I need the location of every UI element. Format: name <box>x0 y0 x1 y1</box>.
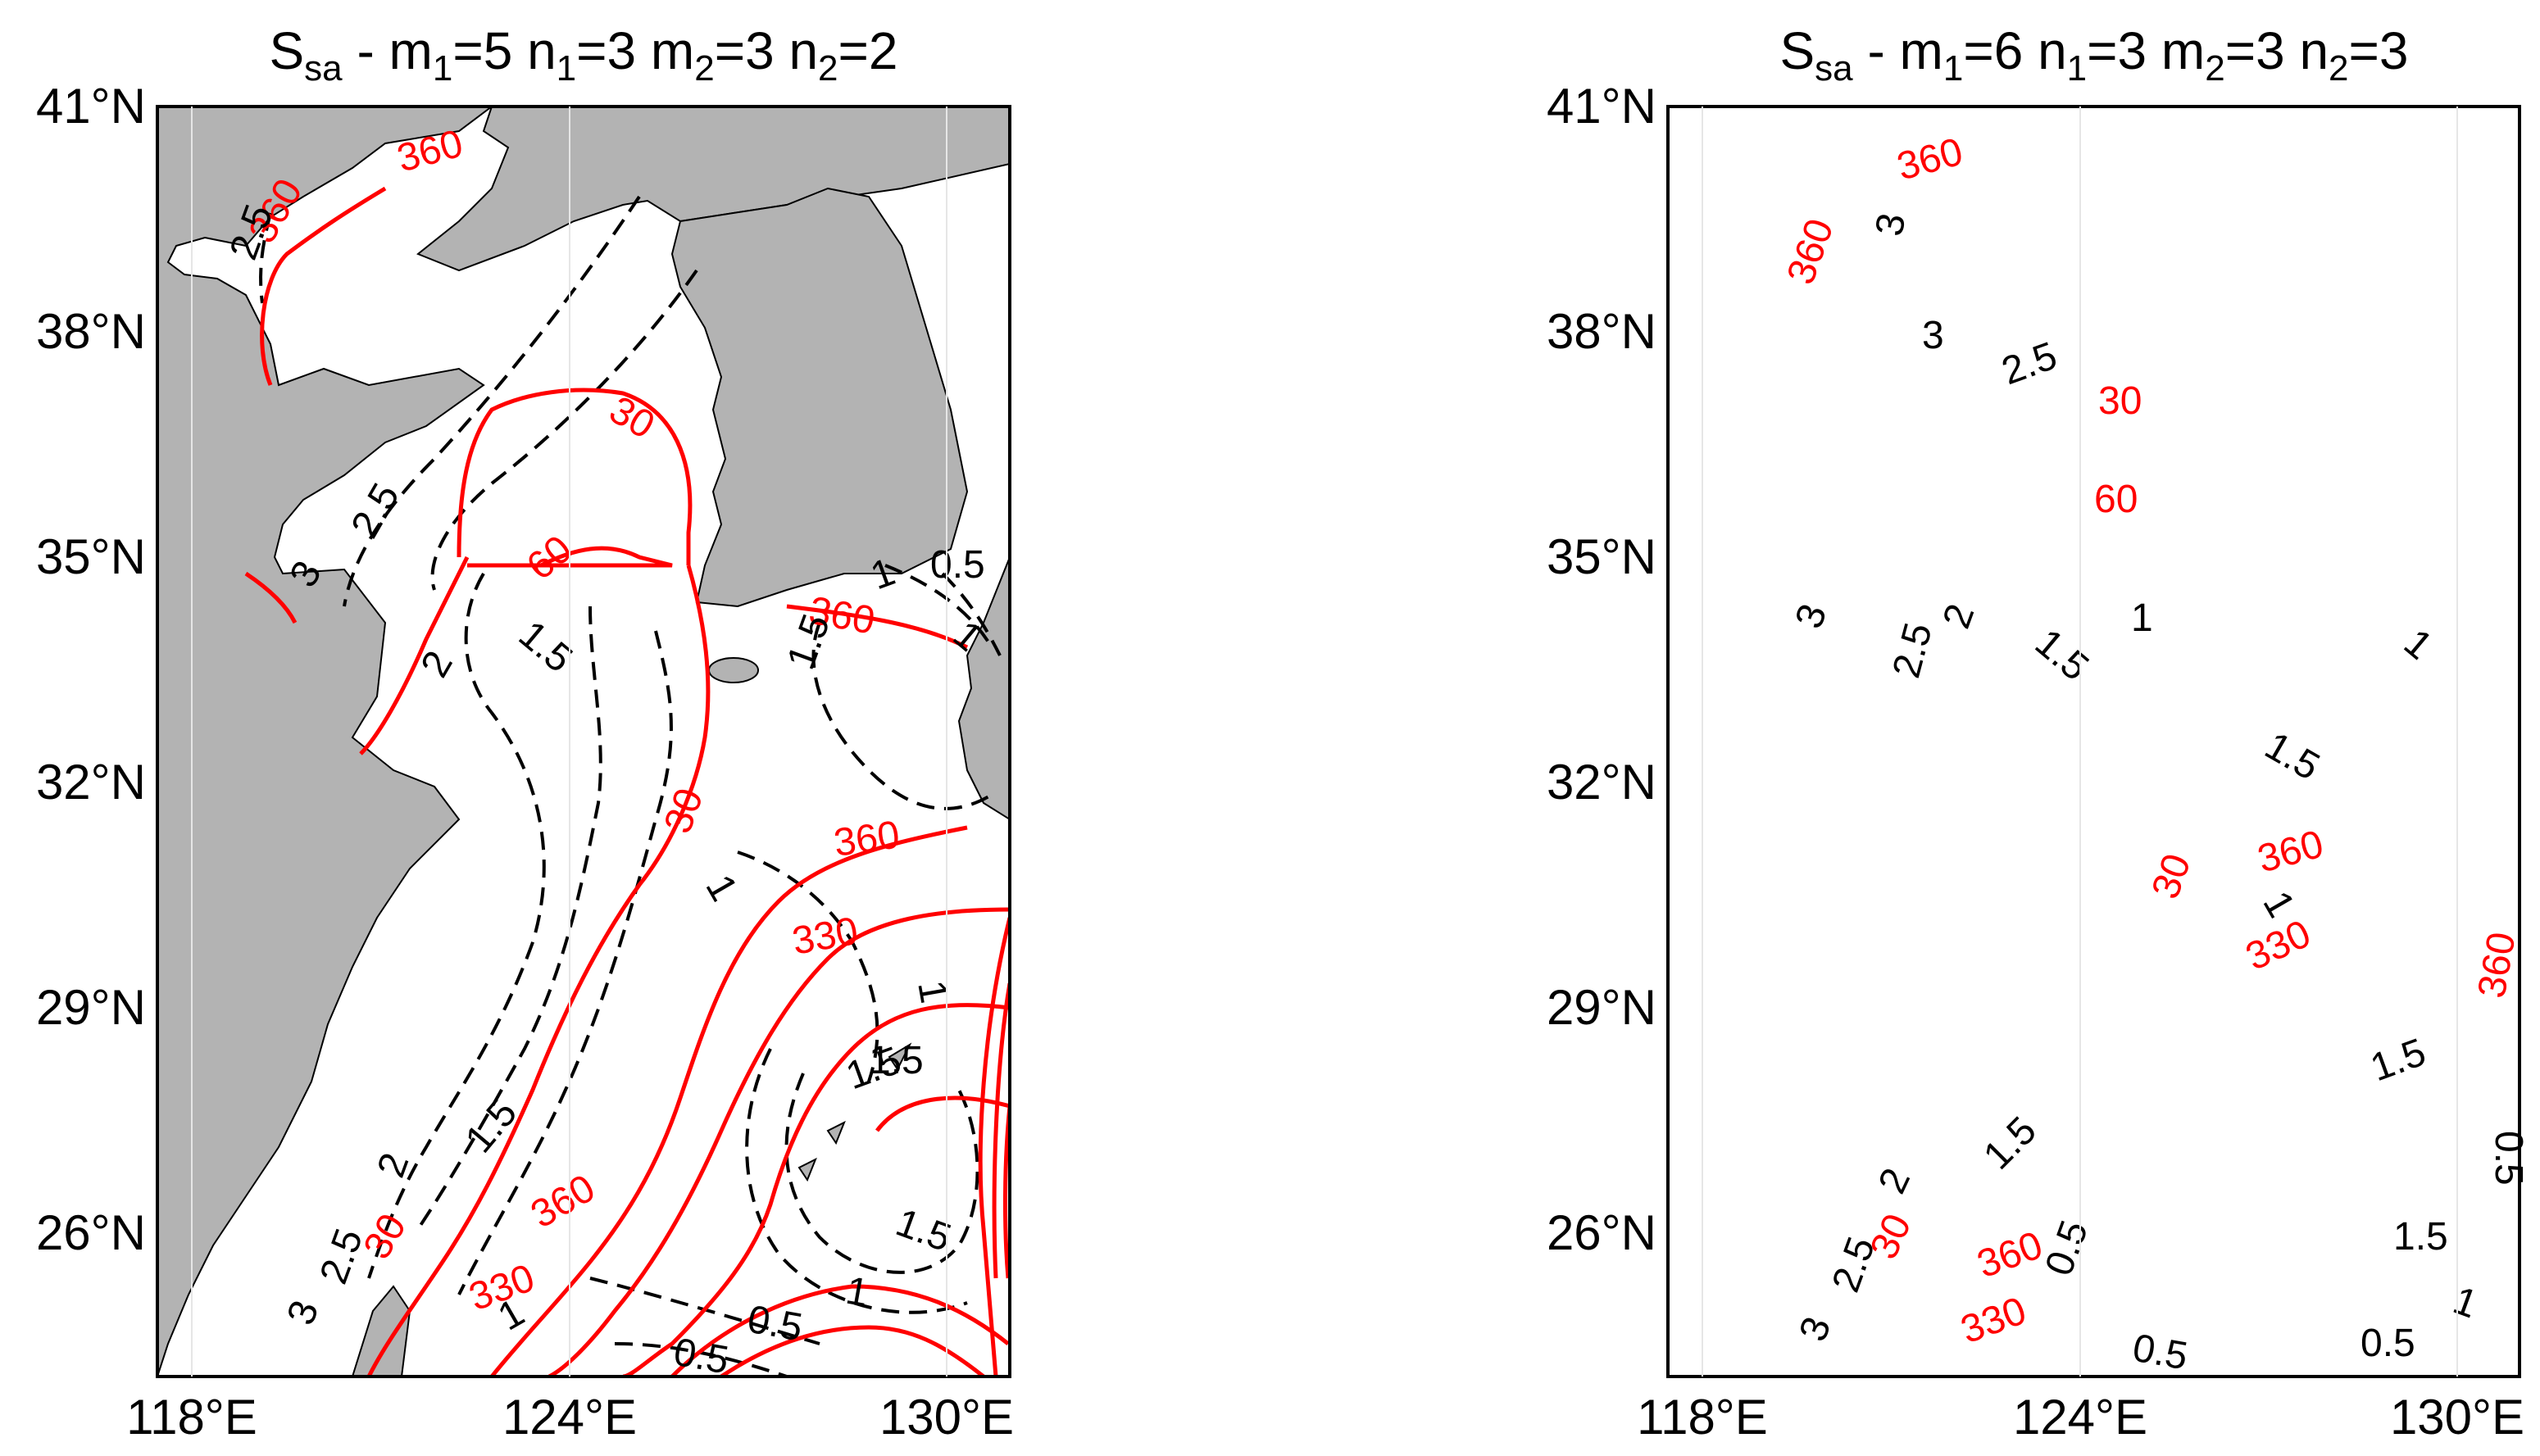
svg-text:130°E: 130°E <box>879 1390 1014 1445</box>
panel-title-right: Ssa - m1=6 n1=3 m2=3 n2=3 <box>1779 21 2408 88</box>
svg-text:41°N: 41°N <box>1547 79 1656 134</box>
land-liaodong <box>1929 107 2520 270</box>
svg-text:38°N: 38°N <box>36 304 146 359</box>
svg-text:32°N: 32°N <box>36 755 146 810</box>
svg-text:1.5: 1.5 <box>2258 724 2327 789</box>
island-jeju <box>708 657 759 683</box>
svg-text:60: 60 <box>2094 478 2138 521</box>
land-japan <box>957 556 1010 821</box>
svg-text:0.5: 0.5 <box>744 1298 806 1350</box>
red-contours-right <box>1719 152 2520 1377</box>
svg-text:1.5: 1.5 <box>2393 1215 2448 1259</box>
svg-text:1: 1 <box>2131 596 2153 640</box>
lat-ticks-right: 41°N 38°N 35°N 32°N 29°N 26°N <box>1547 79 1656 1260</box>
lon-ticks-right: 118°E 124°E 130°E <box>1637 1390 2524 1445</box>
map-panel-right: Ssa - m1=6 n1=3 m2=3 n2=3 <box>1547 21 2530 1445</box>
svg-text:26°N: 26°N <box>36 1205 146 1260</box>
svg-text:3: 3 <box>1868 210 1915 239</box>
red-contours-left <box>244 186 1010 1377</box>
svg-text:1.5: 1.5 <box>2027 621 2097 689</box>
svg-text:41°N: 41°N <box>36 79 146 134</box>
svg-text:30: 30 <box>2098 379 2142 423</box>
svg-text:0.5: 0.5 <box>2361 1322 2415 1365</box>
svg-text:0.5: 0.5 <box>2129 1327 2191 1379</box>
svg-text:360: 360 <box>1972 1223 2048 1286</box>
svg-text:0.5: 0.5 <box>2038 1215 2097 1281</box>
lon-ticks-left: 118°E 124°E 130°E <box>126 1390 1014 1445</box>
svg-text:3: 3 <box>1788 599 1836 634</box>
svg-text:32°N: 32°N <box>1547 755 1656 810</box>
land-japan <box>2470 557 2520 819</box>
panel-title-left: Ssa - m1=5 n1=3 m2=3 n2=2 <box>269 21 897 88</box>
sea-area <box>1668 107 2520 1377</box>
svg-text:1: 1 <box>2447 1279 2483 1327</box>
svg-text:35°N: 35°N <box>36 529 146 584</box>
map-panel-left: Ssa - m1=5 n1=3 m2=3 n2=2 <box>36 21 1014 1445</box>
svg-text:0.5: 0.5 <box>2487 1131 2530 1186</box>
svg-text:360: 360 <box>2253 823 2328 882</box>
graticule-left <box>191 107 947 1377</box>
svg-text:3: 3 <box>1792 1312 1840 1347</box>
svg-text:30: 30 <box>2144 848 2200 904</box>
svg-text:330: 330 <box>2239 912 2317 979</box>
land-liaodong <box>416 107 1010 272</box>
svg-text:360: 360 <box>1893 130 1967 189</box>
map-frame-right <box>1666 105 2521 1378</box>
svg-text:0.5: 0.5 <box>930 543 985 587</box>
svg-text:124°E: 124°E <box>502 1390 637 1445</box>
land-taiwan <box>1863 1286 1920 1377</box>
land-china <box>1668 107 2002 1377</box>
island-jeju <box>2220 658 2269 683</box>
svg-text:1.5: 1.5 <box>2365 1031 2432 1091</box>
land-china <box>157 107 493 1377</box>
lat-ticks-left: 41°N 38°N 35°N 32°N 29°N 26°N <box>36 79 146 1260</box>
svg-text:360: 360 <box>2470 929 2524 1001</box>
svg-text:118°E: 118°E <box>1637 1390 1768 1445</box>
svg-text:38°N: 38°N <box>1547 304 1656 359</box>
svg-text:330: 330 <box>1956 1289 2032 1352</box>
svg-text:130°E: 130°E <box>2390 1390 2524 1445</box>
map-frame-left <box>156 105 1011 1378</box>
svg-text:26°N: 26°N <box>1547 1205 1656 1260</box>
svg-text:29°N: 29°N <box>36 980 146 1035</box>
black-contour-labels-right: 3 3 2.5 3 2.5 2 1.5 1 1 1.5 1 2 1.5 2.5 … <box>1788 210 2530 1378</box>
svg-text:2.5: 2.5 <box>1884 619 1940 683</box>
svg-text:1.5: 1.5 <box>869 1039 924 1082</box>
graticule-right <box>1702 107 2458 1377</box>
svg-text:35°N: 35°N <box>1547 529 1656 584</box>
svg-text:2: 2 <box>1870 1162 1919 1200</box>
svg-text:0.5: 0.5 <box>670 1331 732 1383</box>
svg-text:1: 1 <box>2396 621 2441 669</box>
svg-text:2.5: 2.5 <box>1997 334 2063 394</box>
svg-text:124°E: 124°E <box>2013 1390 2147 1445</box>
svg-text:29°N: 29°N <box>1547 980 1656 1035</box>
svg-text:2: 2 <box>1935 599 1983 634</box>
svg-text:118°E: 118°E <box>126 1390 257 1445</box>
svg-text:1.5: 1.5 <box>1975 1109 2045 1178</box>
land-korea <box>670 187 969 608</box>
svg-text:360: 360 <box>831 813 902 865</box>
svg-text:3: 3 <box>1922 314 1944 357</box>
land-korea <box>2183 188 2478 606</box>
svg-text:360: 360 <box>1779 213 1843 289</box>
land-taiwan <box>351 1285 411 1377</box>
islands-ryukyu <box>797 1042 912 1182</box>
